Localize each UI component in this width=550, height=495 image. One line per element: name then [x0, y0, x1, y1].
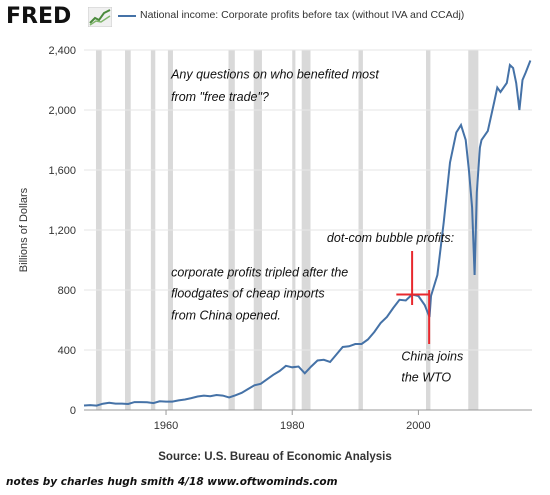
x-tick-label: 2000 [406, 420, 430, 432]
annotation-3: corporate profits tripled after the [171, 266, 348, 280]
annotations: Any questions on who benefited most from … [170, 68, 463, 385]
annotation-6: China joins [401, 350, 463, 364]
fred-trend-icon [88, 7, 112, 27]
y-tick-label: 2,000 [48, 105, 76, 117]
line-chart: 1960 1980 2000 0 400 800 1,200 1,600 2,000 2,400… [18, 45, 532, 432]
annotation-5: from China opened. [171, 308, 281, 322]
annotation-1: from "free trade"? [171, 90, 269, 104]
legend-label: National income: Corporate profits befor… [140, 9, 465, 21]
annotation-markers [396, 251, 431, 344]
fred-logo[interactable]: FRED [6, 4, 72, 29]
y-tick-label: 800 [58, 285, 76, 297]
x-tick-label: 1980 [280, 420, 304, 432]
y-tick-label: 1,200 [48, 225, 76, 237]
y-axis-label: Billions of Dollars [18, 187, 30, 272]
legend-swatch [118, 15, 136, 17]
series-line-corporate-profits [83, 60, 532, 407]
y-tick-label: 400 [58, 345, 76, 357]
y-tick-label: 0 [70, 405, 76, 417]
y-tick-label: 1,600 [48, 165, 76, 177]
x-axis-ticks: 1960 1980 2000 [154, 410, 431, 432]
gridlines [84, 49, 532, 411]
y-axis-ticks: 0 400 800 1,200 1,600 2,000 2,400 [48, 45, 76, 417]
x-tick-label: 1960 [154, 420, 178, 432]
annotation-2: dot-com bubble profits: [327, 231, 454, 245]
author-notes[interactable]: notes by charles hugh smith 4/18 www.oft… [6, 476, 338, 488]
y-tick-label: 2,400 [48, 45, 76, 57]
annotation-0: Any questions on who benefited most [170, 68, 379, 82]
source-note: Source: U.S. Bureau of Economic Analysis [158, 451, 392, 463]
annotation-4: floodgates of cheap imports [171, 287, 325, 301]
annotation-7: the WTO [401, 371, 451, 385]
